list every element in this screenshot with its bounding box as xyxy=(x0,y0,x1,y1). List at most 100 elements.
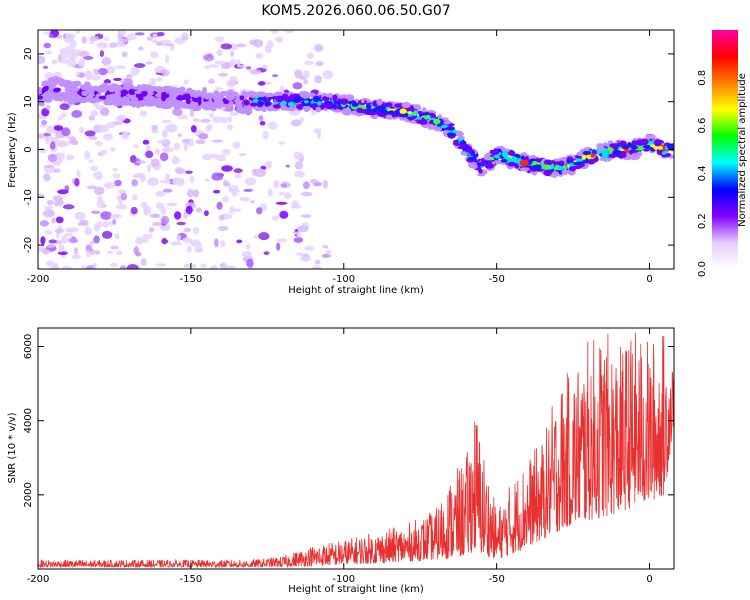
ridge-blob xyxy=(345,108,351,116)
ridge-blob xyxy=(379,107,386,114)
noise-blob xyxy=(155,190,166,197)
snr-x-ticks: -200 -150 -100 -50 0 xyxy=(27,328,653,585)
noise-blob xyxy=(243,188,253,192)
noise-blob xyxy=(69,49,82,54)
ridge-blob xyxy=(541,164,552,170)
noise-blob xyxy=(165,124,175,132)
noise-blob xyxy=(88,115,96,121)
ridge-blob xyxy=(421,107,427,114)
noise-blob xyxy=(270,30,279,34)
noise-blob xyxy=(227,115,233,124)
noise-blob xyxy=(84,69,93,79)
y-tick-label: 10 xyxy=(23,95,34,108)
noise-blob xyxy=(42,248,50,255)
noise-blob xyxy=(88,135,98,140)
noise-blob xyxy=(143,208,149,216)
noise-blob xyxy=(249,39,258,46)
noise-blob xyxy=(271,215,280,221)
noise-blob xyxy=(202,153,212,161)
ridge-blob xyxy=(47,82,56,87)
ridge-blob xyxy=(561,169,569,176)
noise-blob xyxy=(316,131,322,139)
ridge-blob xyxy=(531,160,538,166)
noise-blob xyxy=(49,141,56,150)
ridge-blob xyxy=(394,109,402,116)
noise-blob xyxy=(314,75,323,84)
noise-blob xyxy=(177,114,189,120)
noise-blob xyxy=(250,200,255,204)
noise-blob xyxy=(183,263,191,268)
noise-blob xyxy=(303,79,308,85)
ridge-blob xyxy=(258,101,265,106)
noise-blob xyxy=(228,205,235,214)
noise-blob xyxy=(53,125,64,131)
noise-blob xyxy=(192,189,200,198)
noise-blob xyxy=(276,238,288,243)
ridge-blob xyxy=(608,147,613,154)
ridge-blob xyxy=(587,158,595,165)
ridge-blob xyxy=(174,92,180,96)
noise-blob xyxy=(71,110,83,118)
ridge-blob xyxy=(386,114,393,120)
ridge-blob xyxy=(407,111,413,115)
noise-blob xyxy=(118,114,126,122)
ridge-blob xyxy=(656,148,663,156)
ridge-blob xyxy=(88,99,98,104)
noise-blob xyxy=(76,169,81,178)
ridge-blob xyxy=(98,95,108,100)
ridge-blob xyxy=(236,106,242,114)
noise-blob xyxy=(58,244,65,253)
noise-blob xyxy=(102,221,109,228)
spectrogram-blobs xyxy=(38,30,674,269)
ridge-blob xyxy=(257,97,266,101)
noise-blob xyxy=(300,214,312,218)
noise-blob xyxy=(220,240,226,247)
ridge-blob xyxy=(332,94,338,102)
ridge-blob xyxy=(401,101,411,109)
ridge-blob xyxy=(227,89,234,94)
noise-blob xyxy=(189,109,195,118)
noise-blob xyxy=(139,173,147,183)
noise-blob xyxy=(134,32,145,36)
noise-blob xyxy=(251,168,258,176)
noise-blob xyxy=(108,220,113,227)
noise-blob xyxy=(190,125,197,133)
ridge-blob xyxy=(98,86,107,93)
ridge-blob xyxy=(636,151,642,157)
noise-blob xyxy=(214,60,225,65)
noise-blob xyxy=(190,239,201,247)
noise-blob xyxy=(210,264,218,269)
noise-blob xyxy=(94,250,101,255)
noise-blob xyxy=(233,168,243,174)
colorbar-tick-label: 0.8 xyxy=(697,70,708,86)
noise-blob xyxy=(278,141,286,145)
noise-blob xyxy=(217,225,229,231)
ridge-blob xyxy=(223,99,230,105)
noise-blob xyxy=(43,173,51,182)
noise-blob xyxy=(293,237,304,243)
ridge-blob xyxy=(235,94,240,100)
noise-blob xyxy=(84,130,96,137)
y-tick-label: 2000 xyxy=(23,482,34,507)
noise-blob xyxy=(75,30,81,34)
noise-blob xyxy=(220,43,233,50)
noise-blob xyxy=(41,119,48,126)
ridge-blob xyxy=(241,90,247,95)
noise-blob xyxy=(43,42,52,49)
noise-blob xyxy=(311,265,322,269)
noise-blob xyxy=(46,199,54,206)
noise-blob xyxy=(126,264,139,269)
noise-blob xyxy=(245,243,251,250)
ridge-blob xyxy=(446,132,456,137)
noise-blob xyxy=(113,77,122,81)
noise-blob xyxy=(126,33,137,41)
noise-blob xyxy=(218,214,225,221)
noise-blob xyxy=(279,210,289,219)
ridge-blob xyxy=(501,148,511,153)
noise-blob xyxy=(161,129,168,138)
noise-blob xyxy=(172,177,180,186)
noise-blob xyxy=(112,173,121,179)
noise-blob xyxy=(185,205,193,215)
noise-blob xyxy=(145,61,153,65)
